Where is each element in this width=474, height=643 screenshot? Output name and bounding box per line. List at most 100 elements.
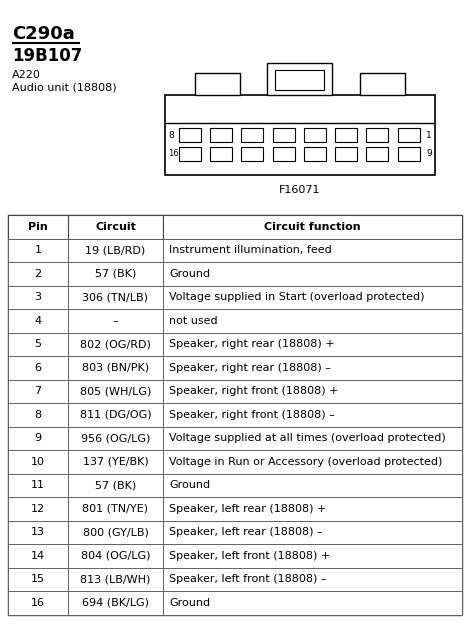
Bar: [68, 544, 163, 568]
Bar: [8, 544, 68, 568]
Text: 15: 15: [31, 574, 45, 584]
Bar: [163, 285, 462, 309]
Text: 801 (TN/YE): 801 (TN/YE): [82, 503, 148, 514]
Text: 800 (GY/LB): 800 (GY/LB): [82, 527, 148, 538]
Text: 137 (YE/BK): 137 (YE/BK): [82, 457, 148, 467]
Text: Instrument illumination, feed: Instrument illumination, feed: [169, 245, 332, 255]
Bar: [179, 128, 201, 142]
Bar: [68, 262, 163, 285]
Text: Pin: Pin: [28, 222, 48, 231]
Text: 6: 6: [35, 363, 42, 373]
Text: 1: 1: [35, 245, 42, 255]
Bar: [335, 128, 357, 142]
Text: Circuit function: Circuit function: [264, 222, 361, 231]
Text: 13: 13: [31, 527, 45, 538]
Bar: [68, 239, 163, 262]
Bar: [366, 128, 389, 142]
Bar: [273, 147, 295, 161]
Text: Speaker, right front (18808) –: Speaker, right front (18808) –: [169, 410, 335, 420]
Text: Circuit: Circuit: [95, 222, 136, 231]
Text: Voltage supplied in Start (overload protected): Voltage supplied in Start (overload prot…: [169, 293, 425, 302]
Bar: [8, 332, 68, 356]
Text: 811 (DG/OG): 811 (DG/OG): [80, 410, 151, 420]
Bar: [210, 147, 232, 161]
Text: 16: 16: [168, 150, 179, 159]
Text: 9: 9: [35, 433, 42, 443]
Bar: [8, 568, 68, 591]
Text: Speaker, left rear (18808) –: Speaker, left rear (18808) –: [169, 527, 323, 538]
Bar: [68, 379, 163, 403]
Bar: [8, 239, 68, 262]
Bar: [163, 332, 462, 356]
Text: 9: 9: [426, 150, 432, 159]
Bar: [8, 473, 68, 497]
Bar: [398, 128, 420, 142]
Text: Voltage in Run or Accessory (overload protected): Voltage in Run or Accessory (overload pr…: [169, 457, 442, 467]
Bar: [163, 262, 462, 285]
Bar: [195, 73, 240, 95]
Bar: [179, 147, 201, 161]
Text: Speaker, left front (18808) –: Speaker, left front (18808) –: [169, 574, 327, 584]
Bar: [241, 147, 264, 161]
Bar: [68, 403, 163, 426]
Bar: [163, 215, 462, 239]
Bar: [8, 215, 462, 615]
Bar: [163, 239, 462, 262]
Bar: [8, 497, 68, 520]
Text: 804 (OG/LG): 804 (OG/LG): [81, 551, 150, 561]
Text: Speaker, right rear (18808) –: Speaker, right rear (18808) –: [169, 363, 331, 373]
Text: Ground: Ground: [169, 480, 210, 490]
Bar: [8, 520, 68, 544]
Text: 805 (WH/LG): 805 (WH/LG): [80, 386, 151, 396]
Bar: [8, 450, 68, 473]
Bar: [360, 73, 405, 95]
Text: 1: 1: [426, 131, 432, 140]
Bar: [68, 591, 163, 615]
Bar: [8, 262, 68, 285]
Bar: [267, 63, 332, 95]
Text: Speaker, right rear (18808) +: Speaker, right rear (18808) +: [169, 340, 335, 349]
Bar: [8, 403, 68, 426]
Bar: [68, 497, 163, 520]
Bar: [304, 147, 326, 161]
Text: Voltage supplied at all times (overload protected): Voltage supplied at all times (overload …: [169, 433, 446, 443]
Bar: [163, 568, 462, 591]
Text: 8: 8: [168, 131, 174, 140]
Bar: [68, 215, 163, 239]
Text: 5: 5: [35, 340, 42, 349]
Bar: [304, 128, 326, 142]
Text: 956 (OG/LG): 956 (OG/LG): [81, 433, 150, 443]
Text: 2: 2: [35, 269, 42, 279]
Bar: [275, 70, 325, 90]
Text: 306 (TN/LB): 306 (TN/LB): [82, 293, 148, 302]
Text: 8: 8: [35, 410, 42, 420]
Text: 12: 12: [31, 503, 45, 514]
Bar: [8, 379, 68, 403]
Bar: [163, 544, 462, 568]
Bar: [8, 309, 68, 332]
Bar: [163, 450, 462, 473]
Bar: [8, 591, 68, 615]
Text: Speaker, left front (18808) +: Speaker, left front (18808) +: [169, 551, 330, 561]
Text: 802 (OG/RD): 802 (OG/RD): [80, 340, 151, 349]
Bar: [163, 520, 462, 544]
Text: not used: not used: [169, 316, 218, 326]
Bar: [68, 309, 163, 332]
Text: 7: 7: [35, 386, 42, 396]
Bar: [366, 147, 389, 161]
Bar: [68, 426, 163, 450]
Text: 10: 10: [31, 457, 45, 467]
Bar: [163, 591, 462, 615]
Text: Speaker, right front (18808) +: Speaker, right front (18808) +: [169, 386, 338, 396]
Text: Speaker, left rear (18808) +: Speaker, left rear (18808) +: [169, 503, 327, 514]
Bar: [163, 356, 462, 379]
Text: Ground: Ground: [169, 598, 210, 608]
Bar: [68, 332, 163, 356]
Bar: [8, 285, 68, 309]
Text: Ground: Ground: [169, 269, 210, 279]
Text: 57 (BK): 57 (BK): [95, 269, 136, 279]
Text: C290a: C290a: [12, 25, 75, 43]
Text: 19 (LB/RD): 19 (LB/RD): [85, 245, 146, 255]
Bar: [163, 473, 462, 497]
Bar: [68, 473, 163, 497]
